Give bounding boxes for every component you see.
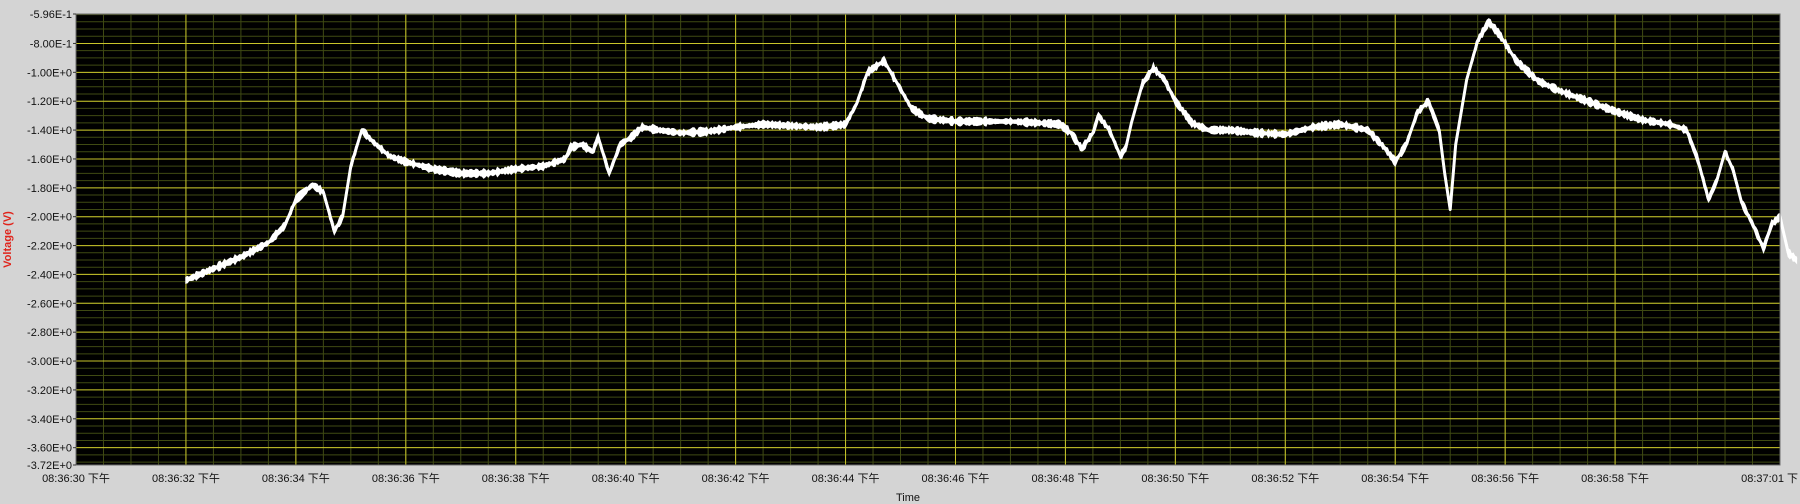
x-tick-label: 08:36:56 下午 — [1471, 472, 1539, 485]
x-tick-label: 08:36:44 下午 — [812, 472, 880, 485]
y-tick-label: -1.80E+0 — [27, 183, 72, 195]
y-tick-label: -2.60E+0 — [27, 298, 72, 310]
y-tick-label: -2.40E+0 — [27, 269, 72, 281]
y-tick-label: -3.00E+0 — [27, 356, 72, 368]
y-tick-label: -2.20E+0 — [27, 241, 72, 253]
x-tick-label: 08:36:32 下午 — [152, 472, 220, 485]
plot-border — [75, 13, 1781, 466]
x-tick-label: 08:36:58 下午 — [1581, 472, 1649, 485]
x-tick-label: 08:36:34 下午 — [262, 472, 330, 485]
x-tick-label: 08:36:42 下午 — [702, 472, 770, 485]
x-tick-label: 08:36:30 下午 — [42, 472, 110, 485]
y-tick-label: -8.00E-1 — [30, 38, 72, 50]
y-tick-label: -1.60E+0 — [27, 154, 72, 166]
y-tick-label: -2.80E+0 — [27, 327, 72, 339]
x-tick-label: 08:36:36 下午 — [372, 472, 440, 485]
y-tick-label: -3.60E+0 — [27, 443, 72, 455]
y-tick-label: -5.96E-1 — [30, 9, 72, 21]
y-tick-label: -3.40E+0 — [27, 414, 72, 426]
x-tick-label: 08:36:50 下午 — [1141, 472, 1209, 485]
voltage-trace-line — [185, 20, 1798, 282]
y-tick-label: -1.20E+0 — [27, 96, 72, 108]
x-tick-label: 08:36:40 下午 — [592, 472, 660, 485]
series-voltage — [185, 18, 1798, 284]
x-tick-label: 08:36:38 下午 — [482, 472, 550, 485]
y-tick-label: -3.72E+0 — [27, 460, 72, 472]
y-tick-label: -3.20E+0 — [27, 385, 72, 397]
y-axis-label: Voltage (V) — [2, 211, 14, 268]
y-tick-label: -2.00E+0 — [27, 212, 72, 224]
y-tick-label: -1.40E+0 — [27, 125, 72, 137]
x-tick-label: 08:37:01 下 — [1741, 473, 1798, 485]
x-tick-label: 08:36:46 下午 — [922, 472, 990, 485]
x-tick-label: 08:36:48 下午 — [1031, 472, 1099, 485]
y-tick-label: -1.00E+0 — [27, 67, 72, 79]
x-tick-label: 08:36:54 下午 — [1361, 472, 1429, 485]
x-axis-label: Time — [896, 492, 920, 504]
x-tick-label: 08:36:52 下午 — [1251, 472, 1319, 485]
voltage-trace-band — [185, 18, 1798, 284]
